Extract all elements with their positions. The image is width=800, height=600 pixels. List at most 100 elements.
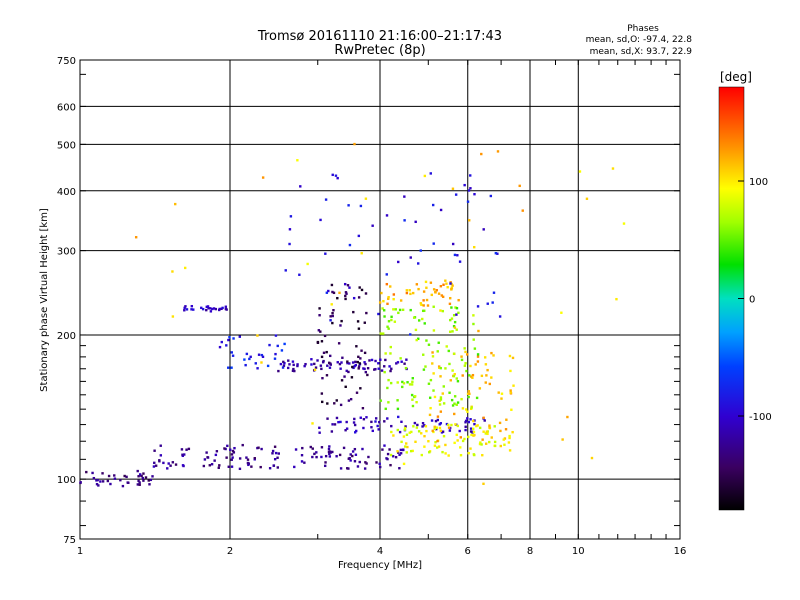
data-point <box>293 465 296 469</box>
data-point <box>392 293 396 296</box>
data-point <box>389 381 393 385</box>
data-point <box>289 215 293 218</box>
data-point <box>291 369 295 372</box>
data-point <box>415 283 419 286</box>
data-point <box>511 356 515 360</box>
data-point <box>227 366 230 369</box>
data-point <box>453 320 457 324</box>
data-point <box>309 445 312 449</box>
data-point <box>459 453 463 457</box>
data-point <box>404 366 408 370</box>
data-point <box>460 358 464 362</box>
data-point <box>400 420 403 424</box>
data-point <box>364 370 368 374</box>
data-point <box>493 444 497 448</box>
data-point <box>328 455 332 458</box>
data-point <box>409 333 412 336</box>
data-point <box>320 446 324 449</box>
stats-heading: Phases <box>627 24 659 34</box>
data-point <box>560 311 563 314</box>
data-point <box>327 447 331 451</box>
data-point <box>331 173 334 177</box>
data-point <box>336 176 339 180</box>
data-point <box>578 170 582 173</box>
data-point <box>385 273 388 276</box>
data-point <box>330 430 334 433</box>
data-point <box>342 446 346 450</box>
data-point <box>271 452 274 455</box>
data-point <box>408 383 412 386</box>
data-point <box>411 291 415 295</box>
data-point <box>324 198 328 201</box>
data-point <box>310 363 313 366</box>
data-point <box>360 288 364 292</box>
data-point <box>417 430 421 433</box>
data-point <box>521 209 524 212</box>
data-point <box>318 431 321 434</box>
data-point <box>333 423 337 426</box>
data-point <box>224 307 228 311</box>
data-point <box>396 399 399 402</box>
data-point <box>221 306 224 310</box>
stats-line-x: mean, sd,X: 93.7, 22.9 <box>590 47 693 57</box>
data-point <box>250 465 253 468</box>
data-point <box>327 361 331 365</box>
data-point <box>357 327 361 330</box>
data-point <box>492 354 495 357</box>
data-point <box>488 424 491 427</box>
data-point <box>439 396 443 399</box>
data-point <box>500 392 504 395</box>
data-point <box>476 355 480 358</box>
data-point <box>375 461 378 464</box>
data-point <box>490 351 493 355</box>
data-point <box>387 327 390 330</box>
data-point <box>484 381 487 384</box>
chart-subtitle: RwPretec (8p) <box>334 43 425 58</box>
data-point <box>319 330 322 333</box>
data-point <box>385 457 388 460</box>
data-point <box>346 284 350 287</box>
data-point <box>174 463 178 466</box>
data-point <box>230 453 234 456</box>
data-point <box>340 379 344 382</box>
data-point <box>338 453 342 457</box>
data-point <box>439 375 442 378</box>
data-point <box>417 319 421 322</box>
data-point <box>488 440 491 444</box>
data-point <box>347 204 350 207</box>
data-point <box>335 399 338 402</box>
data-point <box>504 428 508 431</box>
data-point <box>471 427 475 431</box>
data-point <box>497 391 500 394</box>
data-point <box>378 462 381 466</box>
data-point <box>392 434 395 437</box>
data-point <box>356 360 359 364</box>
data-point <box>318 426 321 430</box>
data-point <box>230 458 233 461</box>
data-point <box>419 302 422 305</box>
data-point <box>363 367 366 371</box>
data-point <box>400 440 403 444</box>
data-point <box>338 291 341 295</box>
data-point <box>357 355 360 359</box>
data-point <box>153 449 156 452</box>
data-point <box>311 455 314 459</box>
data-point <box>180 448 184 451</box>
data-point <box>101 480 105 483</box>
data-point <box>280 349 284 352</box>
data-point <box>444 452 447 455</box>
data-point <box>345 292 348 295</box>
data-point <box>482 482 485 486</box>
data-point <box>205 451 208 454</box>
data-point <box>503 443 506 446</box>
data-point <box>452 374 456 378</box>
data-point <box>380 291 383 295</box>
data-point <box>590 456 594 460</box>
data-point <box>434 441 437 444</box>
data-point <box>228 336 231 339</box>
data-point <box>476 305 480 308</box>
data-point <box>328 445 331 448</box>
data-point <box>247 462 250 465</box>
data-point <box>422 304 425 307</box>
data-point <box>500 397 503 400</box>
